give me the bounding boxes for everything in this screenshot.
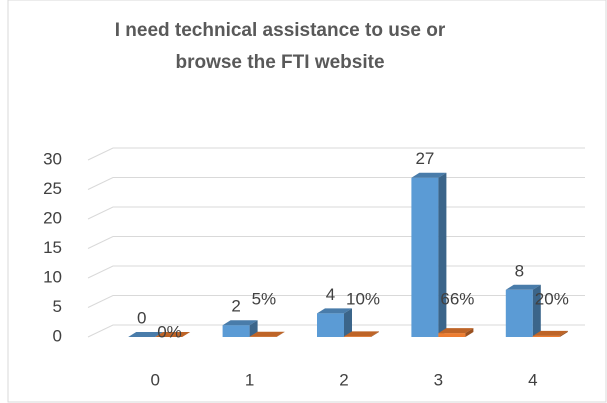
- data-label: 0: [137, 308, 146, 327]
- bar-side: [276, 331, 285, 337]
- bar-front: [411, 177, 439, 337]
- chart-title: I need technical assistance to use or: [115, 20, 446, 41]
- y-tick-label: 20: [43, 208, 62, 227]
- y-tick-label: 25: [43, 179, 62, 198]
- bar-front: [222, 325, 250, 337]
- data-label: 2: [231, 297, 240, 316]
- bar-top: [128, 332, 164, 337]
- data-label: 27: [415, 149, 434, 168]
- x-tick-label: 4: [528, 370, 537, 389]
- bar-side: [249, 320, 258, 337]
- bar-front: [317, 313, 344, 337]
- bar-side: [559, 330, 568, 337]
- y-tick-label: 15: [43, 238, 62, 257]
- y-tick-label: 0: [53, 326, 62, 345]
- data-label: 66%: [440, 289, 474, 308]
- data-label: 10%: [346, 289, 380, 308]
- bar-side: [532, 284, 541, 337]
- bar-top: [222, 320, 258, 326]
- bar-top: [411, 172, 447, 178]
- bar-side: [438, 172, 447, 337]
- x-tick-label: 0: [150, 370, 159, 389]
- bar: [128, 332, 164, 337]
- x-tick-label: 1: [245, 370, 254, 389]
- bar-top: [505, 284, 541, 290]
- bar: [249, 331, 285, 337]
- bar-front: [344, 336, 371, 337]
- data-label: 20%: [535, 289, 569, 308]
- bar-top: [317, 308, 352, 314]
- bar-side: [371, 331, 379, 337]
- grid-line: [87, 147, 585, 161]
- bar: [532, 330, 568, 337]
- data-label: 4: [326, 285, 335, 304]
- x-tick-label: 2: [339, 370, 348, 389]
- y-tick-label: 10: [43, 267, 62, 286]
- bar-top: [249, 331, 285, 337]
- bar-top: [532, 330, 568, 336]
- bar-front: [532, 335, 560, 337]
- bar-top: [155, 332, 191, 337]
- bar: [155, 332, 191, 337]
- y-tick-label: 30: [43, 149, 62, 168]
- data-label: 0%: [157, 322, 182, 341]
- chart-title: browse the FTI website: [175, 52, 384, 73]
- data-label: 8: [515, 261, 524, 280]
- y-tick-label: 5: [53, 297, 62, 316]
- bar-side: [344, 308, 352, 337]
- bar-top: [344, 331, 379, 337]
- bar: [344, 331, 379, 337]
- bar: [317, 308, 352, 337]
- bar-front: [505, 289, 533, 337]
- bar: [438, 328, 474, 337]
- x-tick-label: 3: [434, 370, 443, 389]
- bar: [411, 172, 447, 337]
- bar-top: [438, 328, 474, 334]
- data-label: 5%: [252, 289, 277, 308]
- bar-side: [465, 328, 474, 337]
- bar: [222, 320, 258, 337]
- bar-front: [438, 333, 466, 337]
- bar: [505, 284, 541, 337]
